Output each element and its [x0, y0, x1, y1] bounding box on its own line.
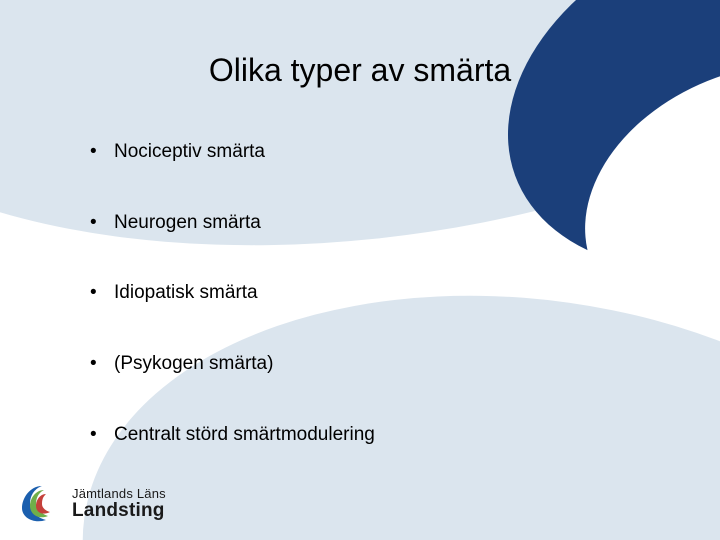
bullet-marker-icon: •: [90, 211, 114, 236]
bullet-item: • Neurogen smärta: [90, 211, 660, 236]
logo-mark-icon: [20, 484, 64, 524]
logo-text-line2: Landsting: [72, 501, 166, 521]
slide-title: Olika typer av smärta: [0, 52, 720, 89]
bullet-marker-icon: •: [90, 140, 114, 165]
bullet-text: Neurogen smärta: [114, 211, 660, 236]
bullet-text: Idiopatisk smärta: [114, 281, 660, 306]
slide-content: Olika typer av smärta • Nociceptiv smärt…: [0, 0, 720, 540]
bullet-marker-icon: •: [90, 281, 114, 306]
bullet-item: • Nociceptiv smärta: [90, 140, 660, 165]
bullet-text: Nociceptiv smärta: [114, 140, 660, 165]
bullet-text: (Psykogen smärta): [114, 352, 660, 377]
logo-text-line1: Jämtlands Läns: [72, 487, 166, 501]
bullet-marker-icon: •: [90, 352, 114, 377]
slide: Olika typer av smärta • Nociceptiv smärt…: [0, 0, 720, 540]
bullet-text: Centralt störd smärtmodulering: [114, 423, 660, 448]
bullet-item: • Idiopatisk smärta: [90, 281, 660, 306]
org-logo: Jämtlands Läns Landsting: [20, 484, 166, 524]
bullet-list: • Nociceptiv smärta • Neurogen smärta • …: [90, 140, 660, 493]
logo-text: Jämtlands Läns Landsting: [72, 487, 166, 521]
bullet-item: • Centralt störd smärtmodulering: [90, 423, 660, 448]
bullet-item: • (Psykogen smärta): [90, 352, 660, 377]
bullet-marker-icon: •: [90, 423, 114, 448]
